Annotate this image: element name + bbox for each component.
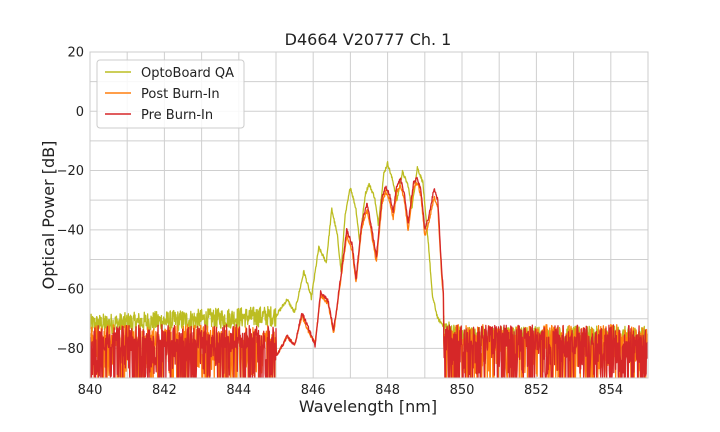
y-tick-label: −60 [57,283,84,298]
x-tick-label: 850 [450,383,475,398]
grid [89,51,649,379]
y-tick-label: 0 [76,105,84,120]
legend-entry: OptoBoard QA [141,66,234,81]
y-axis-label: Optical Power [dB] [39,141,58,290]
x-tick-label: 848 [375,383,400,398]
y-tick-label: −40 [57,223,84,238]
legend-box [96,59,245,129]
legend-entry: Pre Burn-In [141,108,213,123]
x-tick-label: 846 [301,383,326,398]
y-tick-labels: 20 0 −20 −40 −60 −80 [57,46,84,357]
x-tick-labels: 840 842 844 846 848 850 852 854 [78,383,624,398]
x-axis-label: Wavelength [nm] [299,397,437,416]
series-layer [90,161,648,378]
y-tick-label: 20 [67,46,84,61]
x-tick-label: 854 [598,383,623,398]
legend-entry: Post Burn-In [141,87,220,102]
legend: OptoBoard QA Post Burn-In Pre Burn-In [96,59,245,129]
series-line [90,176,648,378]
x-tick-label: 840 [78,383,103,398]
x-tick-label: 844 [226,383,251,398]
y-tick-label: −20 [57,164,84,179]
plot-frame [89,51,649,379]
x-tick-label: 852 [524,383,549,398]
chart-title: D4664 V20777 Ch. 1 [285,30,452,49]
y-tick-label: −80 [57,342,84,357]
x-tick-label: 842 [152,383,177,398]
